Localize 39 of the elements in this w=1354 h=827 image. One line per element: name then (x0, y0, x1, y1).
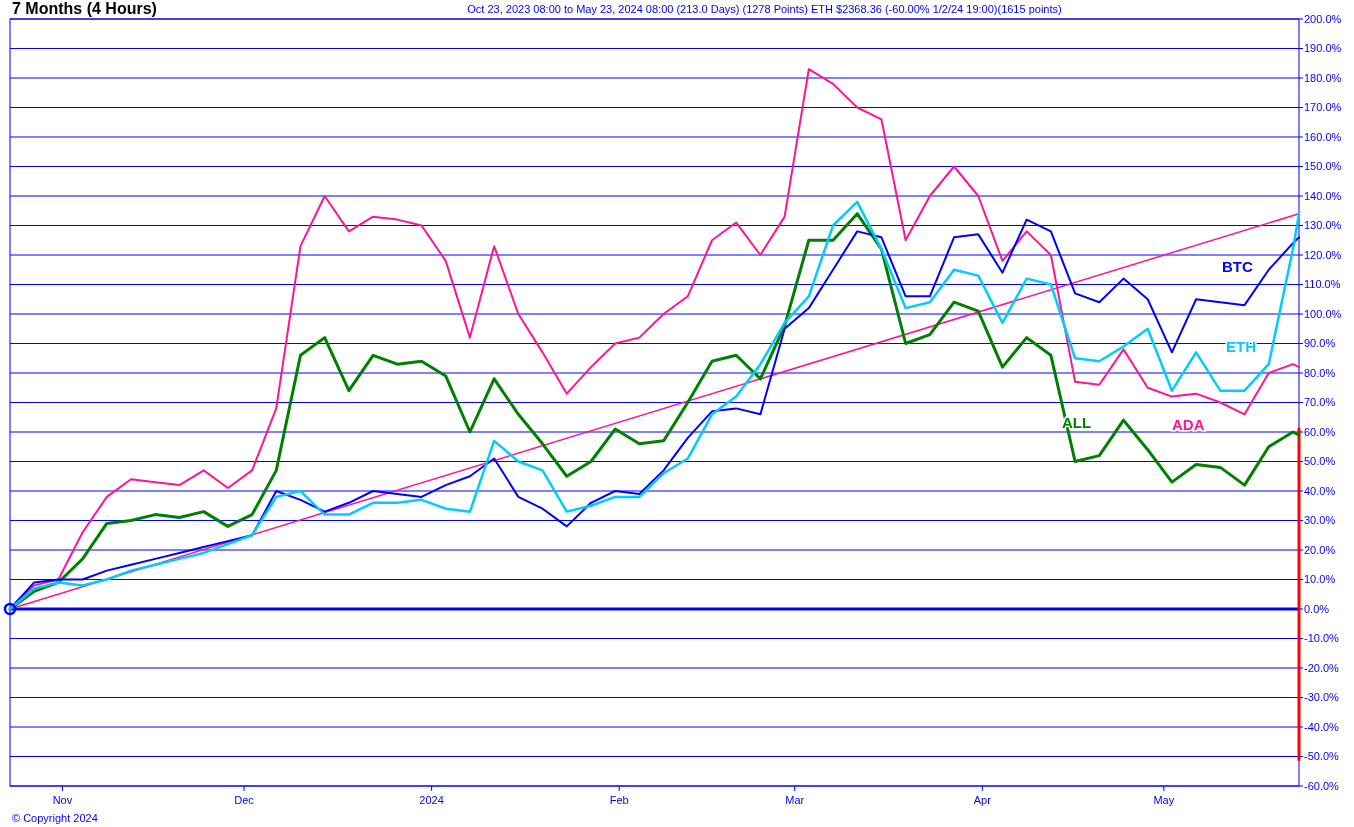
y-tick-label: 150.0% (1304, 160, 1342, 173)
y-tick-label: 100.0% (1304, 307, 1342, 320)
chart-subtitle: Oct 23, 2023 08:00 to May 23, 2024 08:00 (213.0 Days) (1278 Points) ETH $2368.36 (-60.00% 1/2/24 19:00)(1615 points) (467, 3, 1062, 15)
x-tick-label: May (1153, 794, 1175, 806)
y-tick-label: -60.0% (1304, 779, 1340, 792)
x-tick-label: Feb (609, 794, 629, 806)
y-tick-label: -10.0% (1304, 632, 1340, 645)
y-tick-label: 70.0% (1304, 396, 1336, 409)
x-tick-label: Mar (785, 794, 805, 806)
x-tick-label: Dec (234, 794, 255, 806)
x-tick-label: Apr (973, 794, 992, 806)
y-tick-label: -50.0% (1304, 750, 1340, 763)
y-tick-label: -20.0% (1304, 661, 1340, 674)
y-tick-label: 200.0% (1304, 12, 1342, 25)
y-tick-label: 90.0% (1304, 337, 1336, 350)
x-tick-label: Nov (52, 794, 73, 806)
y-tick-label: 130.0% (1304, 219, 1342, 232)
text: © Copyright 2024 (12, 812, 98, 824)
y-tick-label: 170.0% (1304, 101, 1342, 114)
y-tick-label: 30.0% (1304, 514, 1336, 527)
y-tick-label: 160.0% (1304, 130, 1342, 143)
y-tick-label: 180.0% (1304, 71, 1342, 84)
y-tick-label: 140.0% (1304, 189, 1342, 202)
y-tick-label: 80.0% (1304, 366, 1336, 379)
y-tick-label: -30.0% (1304, 691, 1340, 704)
y-tick-label: -40.0% (1304, 720, 1340, 733)
chart-title: 7 Months (4 Hours) (12, 0, 157, 17)
y-tick-label: 110.0% (1304, 278, 1341, 291)
series-label: ADA (1172, 416, 1205, 433)
series-label: BTC (1222, 258, 1253, 275)
y-tick-label: 60.0% (1304, 425, 1336, 438)
y-tick-label: 120.0% (1304, 248, 1342, 261)
y-tick-label: 50.0% (1304, 455, 1336, 468)
y-tick-label: 40.0% (1304, 484, 1336, 497)
y-tick-label: 20.0% (1304, 543, 1336, 556)
y-tick-label: 0.0% (1304, 602, 1330, 615)
y-tick-label: 10.0% (1304, 573, 1336, 586)
x-tick-label: 2024 (419, 794, 444, 806)
y-tick-label: 190.0% (1304, 42, 1342, 55)
